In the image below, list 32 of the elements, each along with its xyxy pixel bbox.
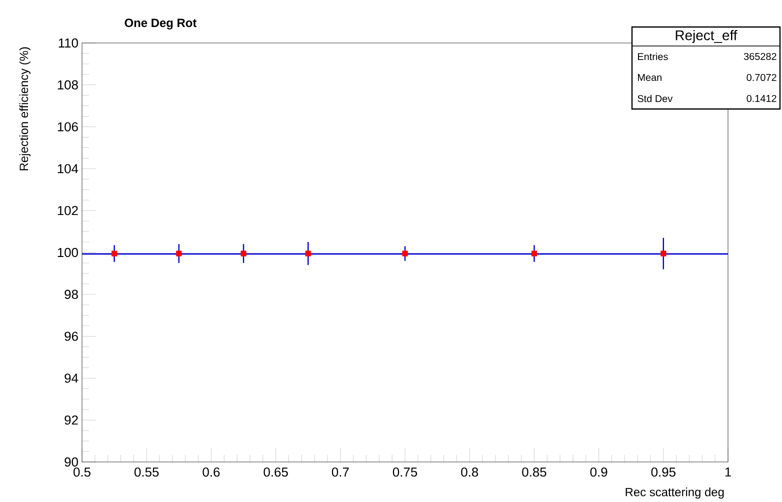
text: 0.7072: [746, 74, 776, 82]
y-tick-label: 94: [64, 374, 78, 383]
y-tick-label: 108: [58, 80, 78, 90]
annotation: Entries: [638, 52, 668, 60]
y-tick-label: 102: [58, 206, 78, 216]
x-tick-label: 0.5: [74, 468, 90, 477]
y-tick-label: 100: [58, 248, 78, 258]
text: Reject_eff: [676, 30, 738, 43]
x-tick-label: 0.95: [651, 468, 676, 477]
x-tick-label: 0.55: [134, 468, 159, 477]
y-tick-label: 106: [58, 122, 78, 132]
x-axis-title: Rec scattering deg: [626, 488, 724, 499]
y-tick-label: 104: [58, 164, 78, 174]
x-tick-label: 0.9: [590, 468, 608, 477]
y-tick-label: 98: [64, 290, 78, 299]
x-tick-label: 0.75: [392, 468, 418, 477]
x-tick-label: 0.6: [202, 468, 220, 477]
annotation: Std Dev: [638, 94, 673, 102]
y-tick-label: 92: [64, 415, 78, 425]
x-tick-label: 0.7: [332, 468, 349, 477]
x-tick-label: 0.85: [522, 468, 546, 477]
annotation: Mean: [638, 74, 662, 81]
text: 365282: [744, 52, 776, 60]
chart-title: One Deg Rot: [124, 18, 197, 30]
y-axis-title: Rejection efficiency (%): [19, 47, 30, 170]
y-tick-label: 110: [58, 38, 78, 48]
x-tick-label: 0.65: [264, 468, 288, 477]
y-tick-label: 96: [64, 332, 78, 341]
text: 0.1412: [746, 94, 776, 102]
y-tick-label: 90: [64, 457, 78, 467]
x-tick-label: 1: [725, 468, 731, 476]
x-tick-label: 0.8: [461, 468, 478, 477]
